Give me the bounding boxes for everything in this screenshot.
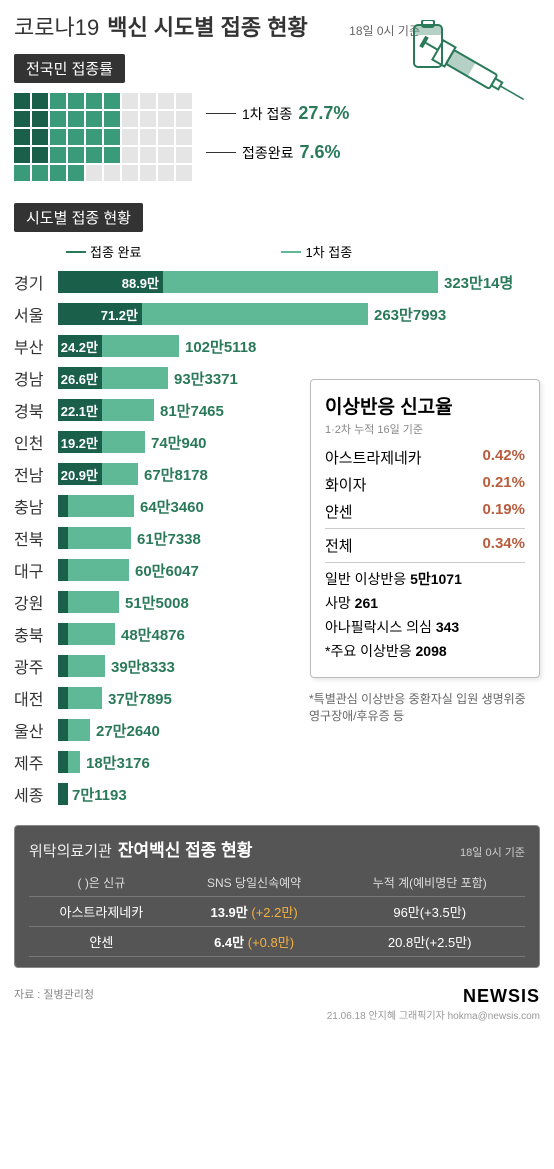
bar-region-label: 강원 xyxy=(14,590,58,614)
bar-first-label: 323만14명 xyxy=(444,272,513,293)
bar-region-label: 경남 xyxy=(14,366,58,390)
waffle-pct1: 27.7% xyxy=(298,103,349,124)
bar-first-label: 74만940 xyxy=(151,432,207,453)
bar-row: 대전 37만7895 xyxy=(14,685,540,711)
bar-region-label: 전북 xyxy=(14,526,58,550)
bar-done-label: 24.2만 xyxy=(61,337,98,356)
waffle-chart xyxy=(14,93,192,181)
bar-done-label: 88.9만 xyxy=(122,273,159,292)
bar-row: 경기 88.9만 323만14명 xyxy=(14,269,540,295)
title-bold: 백신 시도별 접종 현황 xyxy=(107,10,308,42)
bar-region-label: 경기 xyxy=(14,270,58,294)
bar-row: 부산24.2만 102만5118 xyxy=(14,333,540,359)
bar-first-label: 51만5008 xyxy=(125,592,189,613)
bar-first-label: 37만7895 xyxy=(108,688,172,709)
bottom-box: 위탁의료기관 잔여백신 접종 현황 18일 0시 기준 ( )은 신규SNS 당… xyxy=(14,825,540,968)
bar-row: 울산 27만2640 xyxy=(14,717,540,743)
footer-credit: 21.06.18 안지혜 그래픽기자 hokma@newsis.com xyxy=(327,1011,540,1022)
waffle-l1-text: 1차 접종 xyxy=(242,104,292,124)
bottom-t2: 잔여백신 접종 현황 xyxy=(118,836,253,861)
bar-region-label: 경북 xyxy=(14,398,58,422)
bar-first-label: 263만7993 xyxy=(374,304,446,325)
bar-first-label: 64만3460 xyxy=(140,496,204,517)
waffle-label-2: 접종완료 7.6% xyxy=(206,142,349,163)
footer-brand: NEWSIS xyxy=(463,986,540,1006)
bar-row: 충북 48만4876 xyxy=(14,621,540,647)
legend-row: 접종 완료 1차 접종 xyxy=(66,242,540,261)
bar-region-label: 대전 xyxy=(14,686,58,710)
bar-region-label: 광주 xyxy=(14,654,58,678)
bar-first-label: 81만7465 xyxy=(160,400,224,421)
bar-region-label: 울산 xyxy=(14,718,58,742)
bar-region-label: 세종 xyxy=(14,782,58,806)
bar-region-label: 충남 xyxy=(14,494,58,518)
bar-first-label: 93만3371 xyxy=(174,368,238,389)
bar-region-label: 전남 xyxy=(14,462,58,486)
bar-row: 경북22.1만 81만7465 xyxy=(14,397,540,423)
bar-first-label: 27만2640 xyxy=(96,720,160,741)
bar-row: 세종 7만1193 xyxy=(14,781,540,807)
bar-row: 대구 60만6047 xyxy=(14,557,540,583)
bar-first-label: 67만8178 xyxy=(144,464,208,485)
bar-row: 경남26.6만 93만3371 xyxy=(14,365,540,391)
bar-done-label: 22.1만 xyxy=(61,401,98,420)
syringe-icon xyxy=(404,20,534,130)
bar-first-label: 102만5118 xyxy=(185,336,256,357)
bar-done-label: 19.2만 xyxy=(61,433,98,452)
bar-done-label: 26.6만 xyxy=(61,369,98,388)
footer-src: 자료 : 질병관리청 xyxy=(14,986,94,1022)
waffle-pct2: 7.6% xyxy=(300,142,341,163)
bottom-t1: 위탁의료기관 xyxy=(29,840,112,861)
bar-region-label: 서울 xyxy=(14,302,58,326)
bar-chart: 이상반응 신고율 1·2차 누적 16일 기준 아스트라제네카0.42%화이자0… xyxy=(14,269,540,807)
bar-row: 제주 18만3176 xyxy=(14,749,540,775)
bar-done-label: 71.2만 xyxy=(101,305,138,324)
bar-region-label: 제주 xyxy=(14,750,58,774)
bar-region-label: 인천 xyxy=(14,430,58,454)
bar-row: 전북 61만7338 xyxy=(14,525,540,551)
bottom-date: 18일 0시 기준 xyxy=(460,844,525,860)
bar-first-label: 7만1193 xyxy=(72,784,127,805)
bottom-table: ( )은 신규SNS 당일신속예약누적 계(예비명단 포함) 아스트라제네카13… xyxy=(29,869,525,957)
bar-first-label: 48만4876 xyxy=(121,624,185,645)
footer: 자료 : 질병관리청 NEWSIS 21.06.18 안지혜 그래픽기자 hok… xyxy=(0,978,554,1030)
section1-header: 전국민 접종률 xyxy=(14,54,125,83)
bottom-table-row: 아스트라제네카13.9만 (+2.2만)96만(+3.5만) xyxy=(29,897,525,927)
bar-row: 강원 51만5008 xyxy=(14,589,540,615)
legend-first: 1차 접종 xyxy=(281,242,352,261)
bar-first-label: 18만3176 xyxy=(86,752,150,773)
bar-row: 인천19.2만 74만940 xyxy=(14,429,540,455)
bar-first-label: 39만8333 xyxy=(111,656,175,677)
waffle-l2-text: 접종완료 xyxy=(242,143,294,163)
bar-region-label: 충북 xyxy=(14,622,58,646)
bar-row: 충남 64만3460 xyxy=(14,493,540,519)
bar-done-label: 20.9만 xyxy=(61,465,98,484)
bar-region-label: 대구 xyxy=(14,558,58,582)
bar-row: 광주 39만8333 xyxy=(14,653,540,679)
waffle-label-1: 1차 접종 27.7% xyxy=(206,103,349,124)
bar-row: 서울 71.2만 263만7993 xyxy=(14,301,540,327)
bottom-table-row: 얀센6.4만 (+0.8만)20.8만(+2.5만) xyxy=(29,927,525,957)
section2-header: 시도별 접종 현황 xyxy=(14,203,143,232)
legend-done: 접종 완료 xyxy=(66,242,141,261)
bar-region-label: 부산 xyxy=(14,334,58,358)
bar-row: 전남20.9만 67만8178 xyxy=(14,461,540,487)
bar-first-label: 60만6047 xyxy=(135,560,199,581)
title-light: 코로나19 xyxy=(14,10,99,42)
bar-first-label: 61만7338 xyxy=(137,528,201,549)
waffle-labels: 1차 접종 27.7% 접종완료 7.6% xyxy=(206,93,349,163)
sidebox-items: 일반 이상반응 5만1071사망 261아나필락시스 의심 343*주요 이상반… xyxy=(325,569,525,661)
